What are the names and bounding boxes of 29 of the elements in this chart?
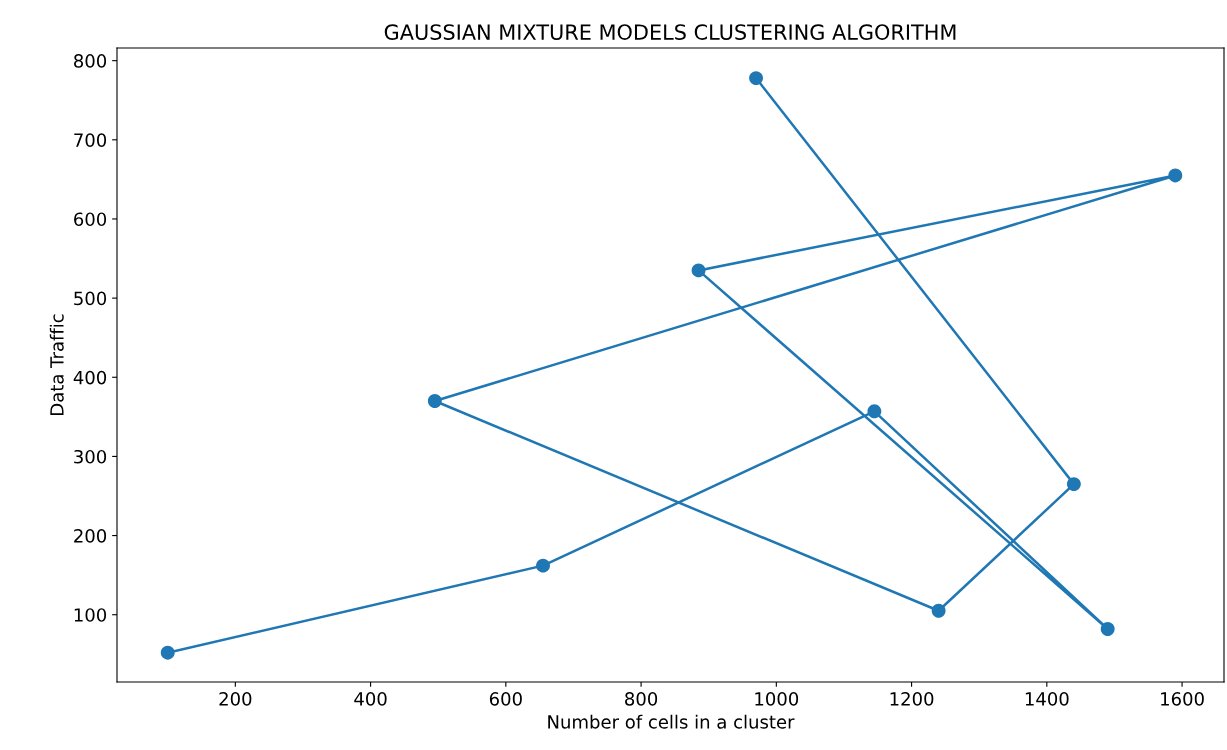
x-tick-label: 1200 <box>890 692 934 706</box>
y-tick-label: 700 <box>74 133 107 147</box>
point <box>867 404 882 419</box>
x-tick-label: 1600 <box>1161 692 1204 706</box>
x-tick-label: 400 <box>354 692 387 706</box>
x-axis-title: Number of cells in a cluster <box>548 714 795 729</box>
y-tick-label: 800 <box>74 54 107 68</box>
point <box>536 558 550 573</box>
point <box>1066 477 1081 492</box>
y-tick-label: 500 <box>74 291 107 306</box>
x-tick-label: 800 <box>625 692 658 706</box>
point <box>1168 168 1183 183</box>
point <box>160 645 175 660</box>
point <box>427 394 442 408</box>
y-tick-label: 300 <box>74 449 107 464</box>
point <box>1100 622 1115 636</box>
chart-title: GAUSSIAN MIXTURE MODELS CLUSTERING ALGORITHM <box>384 24 956 40</box>
x-tick-label: 200 <box>219 692 252 706</box>
point <box>691 263 706 278</box>
y-tick-label: 200 <box>74 529 107 543</box>
x-tick-label: 600 <box>489 692 522 706</box>
y-tick-label: 400 <box>73 370 107 385</box>
y-axis-title: Data Traffic <box>49 314 64 415</box>
x-tick-label: 1400 <box>1025 692 1069 706</box>
y-tick-label: 600 <box>74 212 107 227</box>
y-tick-label: 100 <box>74 608 107 622</box>
point <box>749 71 763 86</box>
point <box>931 603 946 618</box>
x-tick-label: 1000 <box>755 692 799 706</box>
